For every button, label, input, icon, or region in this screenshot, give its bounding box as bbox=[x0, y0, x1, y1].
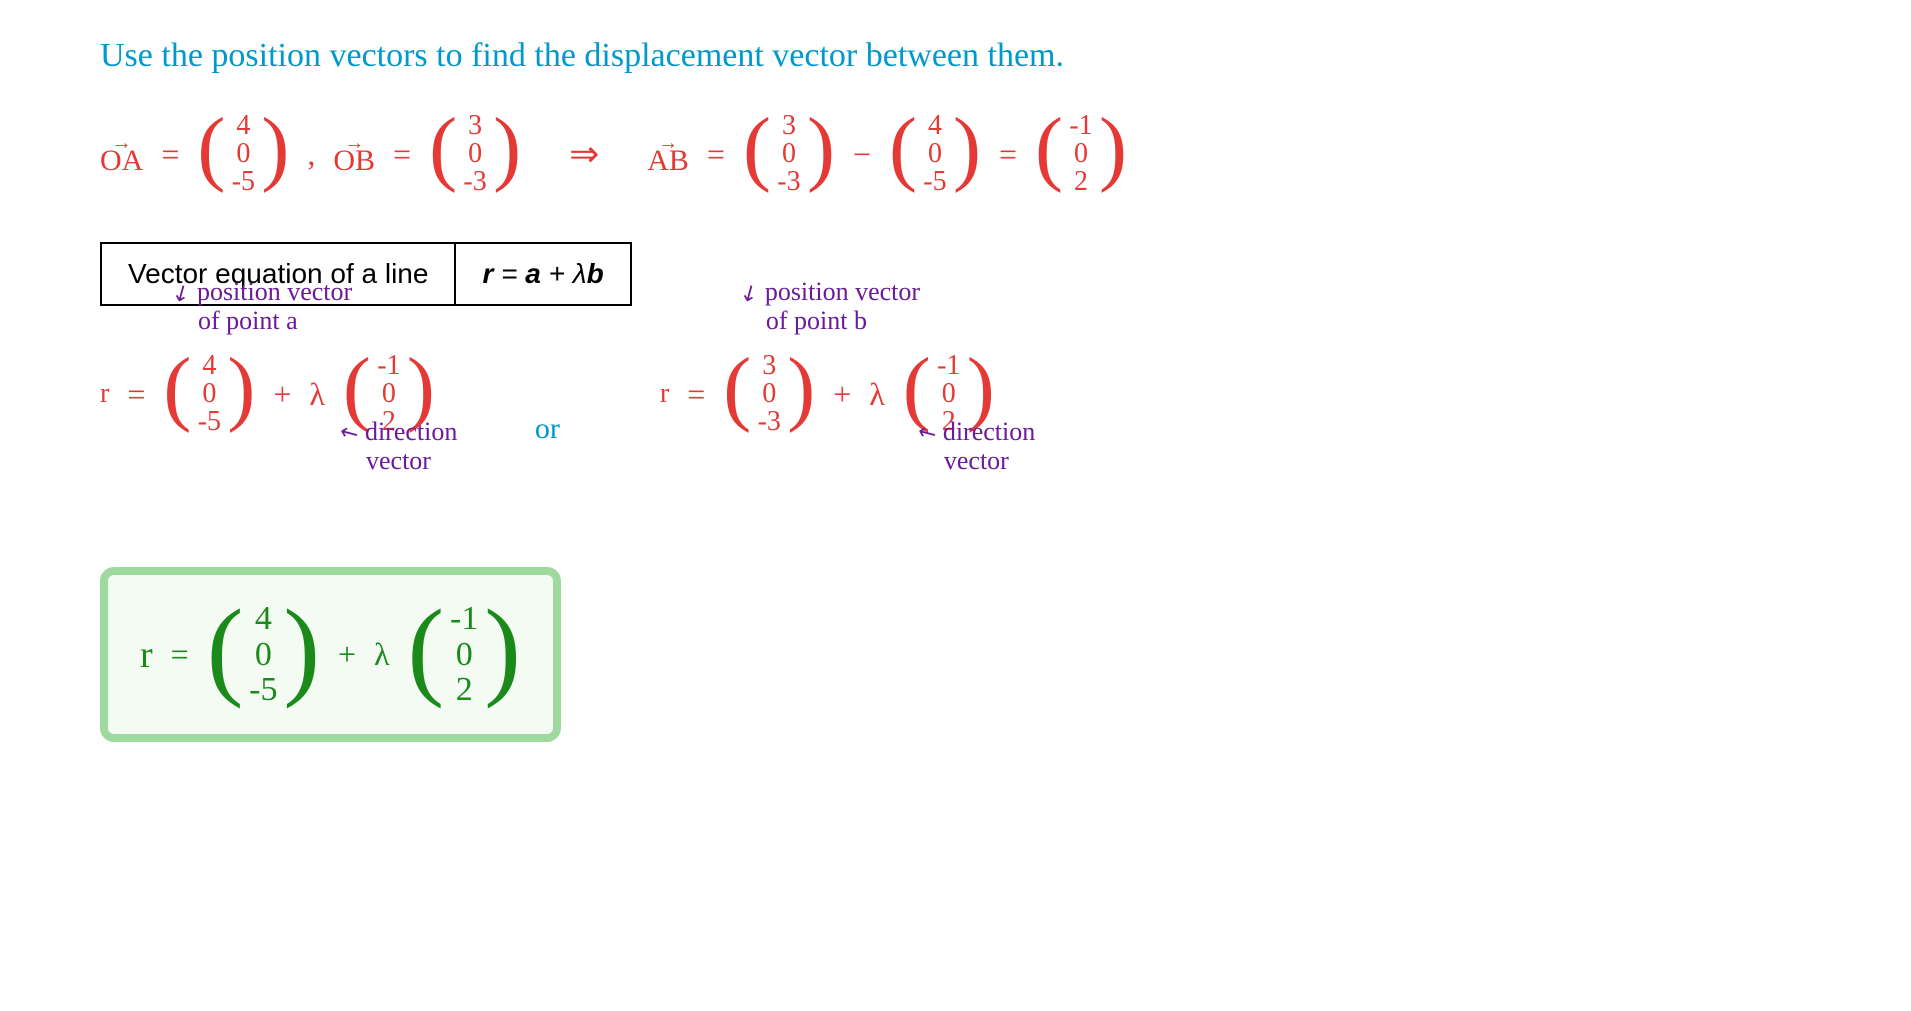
vector-OB-label: → OB bbox=[333, 135, 375, 174]
cell: 0 bbox=[928, 140, 942, 168]
cell: -1 bbox=[450, 601, 478, 637]
lambda-symbol: λ bbox=[374, 636, 390, 673]
annot-text: position vector bbox=[197, 277, 352, 306]
cell: 3 bbox=[468, 112, 482, 140]
annot-text: of point a bbox=[172, 307, 352, 336]
cell: -5 bbox=[198, 408, 221, 436]
annot-text: position vector bbox=[765, 277, 920, 306]
cell: 0 bbox=[782, 140, 796, 168]
final-position: ( 4 0 -5 ) bbox=[207, 593, 320, 716]
cell: 0 bbox=[202, 380, 216, 408]
cell: -1 bbox=[937, 352, 960, 380]
vector-OA: ( 4 0 -5 ) bbox=[197, 106, 289, 202]
equals-sign: = bbox=[687, 376, 705, 413]
cell: 0 bbox=[236, 140, 250, 168]
instruction-text: Use the position vectors to find the dis… bbox=[100, 30, 1811, 81]
equals-sign: = bbox=[999, 136, 1017, 173]
solution-a-block: ↙ position vector of point a r = ( 4 0 -… bbox=[100, 336, 435, 452]
implies-arrow: ⇒ bbox=[569, 133, 599, 175]
cell: -5 bbox=[232, 168, 255, 196]
annot-text: vector bbox=[340, 447, 457, 476]
AB-text: AB bbox=[647, 148, 689, 174]
final-direction: ( -1 0 2 ) bbox=[408, 593, 521, 716]
comma: , bbox=[307, 136, 315, 173]
equals-sign: = bbox=[171, 636, 189, 673]
cell: -3 bbox=[777, 168, 800, 196]
cell: -1 bbox=[377, 352, 400, 380]
solution-b-block: ↙ position vector of point b r = ( 3 0 -… bbox=[660, 336, 995, 452]
cell: -5 bbox=[249, 672, 277, 708]
annot-text: direction bbox=[365, 417, 457, 446]
cell: 4 bbox=[255, 601, 272, 637]
lambda-symbol: λ bbox=[309, 376, 325, 413]
cell: 0 bbox=[382, 380, 396, 408]
plus-sign: + bbox=[338, 636, 356, 673]
cell: 4 bbox=[236, 112, 250, 140]
OB-text: OB bbox=[333, 148, 375, 174]
cell: 3 bbox=[782, 112, 796, 140]
minus-sign: − bbox=[853, 136, 871, 173]
annot-text: direction bbox=[943, 417, 1035, 446]
equals-sign: = bbox=[707, 136, 725, 173]
cell: -3 bbox=[463, 168, 486, 196]
lambda-symbol: λ bbox=[869, 376, 885, 413]
cell: 0 bbox=[942, 380, 956, 408]
cell: 4 bbox=[928, 112, 942, 140]
r-symbol: r bbox=[660, 378, 669, 410]
cell: 0 bbox=[1074, 140, 1088, 168]
annot-direction-a: ↖ direction vector bbox=[340, 418, 457, 475]
final-answer: r = ( 4 0 -5 ) + λ ( -1 0 2 ) bbox=[140, 593, 521, 716]
r-symbol: r bbox=[100, 378, 109, 410]
annot-direction-b: ↖ direction vector bbox=[918, 418, 1035, 475]
cell: -3 bbox=[758, 408, 781, 436]
sol-a-position: ( 4 0 -5 ) bbox=[163, 346, 255, 442]
cell: 4 bbox=[202, 352, 216, 380]
annot-position-a: ↙ position vector of point a bbox=[172, 278, 352, 335]
vector-calc-row: → OA = ( 4 0 -5 ) , → OB = ( 3 0 -3 ) ⇒ … bbox=[100, 106, 1811, 202]
cell: 0 bbox=[762, 380, 776, 408]
cell: 2 bbox=[1074, 168, 1088, 196]
cell: 0 bbox=[255, 637, 272, 673]
vector-AB-result: ( -1 0 2 ) bbox=[1035, 106, 1127, 202]
cell: 0 bbox=[468, 140, 482, 168]
sol-b-position: ( 3 0 -3 ) bbox=[723, 346, 815, 442]
annot-text: vector bbox=[918, 447, 1035, 476]
final-answer-box: r = ( 4 0 -5 ) + λ ( -1 0 2 ) bbox=[100, 567, 561, 742]
equals-sign: = bbox=[161, 136, 179, 173]
r-symbol: r bbox=[140, 633, 153, 677]
cell: -1 bbox=[1069, 112, 1092, 140]
plus-sign: + bbox=[833, 376, 851, 413]
vector-AB-lhs: ( 3 0 -3 ) bbox=[743, 106, 835, 202]
equals-sign: = bbox=[393, 136, 411, 173]
or-label: or bbox=[535, 412, 560, 446]
vector-OA-label: → OA bbox=[100, 135, 143, 174]
formula-equation: r = a + λb bbox=[456, 244, 629, 304]
solutions-row: ↙ position vector of point a r = ( 4 0 -… bbox=[100, 336, 1811, 452]
vector-OB: ( 3 0 -3 ) bbox=[429, 106, 521, 202]
equals-sign: = bbox=[127, 376, 145, 413]
annot-position-b: ↙ position vector of point b bbox=[740, 278, 920, 335]
cell: 3 bbox=[762, 352, 776, 380]
cell: 2 bbox=[456, 672, 473, 708]
vector-AB-minus: ( 4 0 -5 ) bbox=[889, 106, 981, 202]
vector-AB-label: → AB bbox=[647, 135, 689, 174]
annot-text: of point b bbox=[740, 307, 920, 336]
OA-text: OA bbox=[100, 148, 143, 174]
plus-sign: + bbox=[273, 376, 291, 413]
cell: -5 bbox=[923, 168, 946, 196]
cell: 0 bbox=[456, 637, 473, 673]
